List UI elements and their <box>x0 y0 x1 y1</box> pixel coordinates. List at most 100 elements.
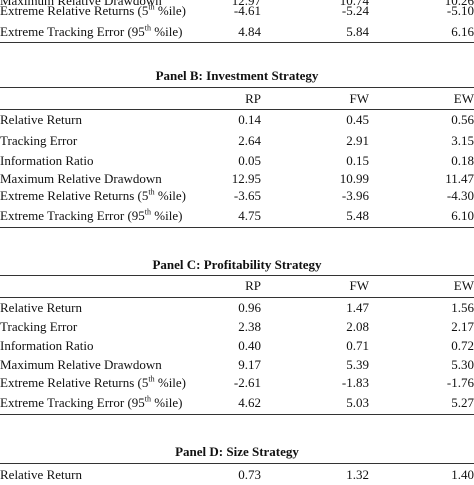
table-rule <box>0 87 474 88</box>
cell-ew: -4.30 <box>446 188 474 203</box>
panel-title: Panel C: Profitability Strategy <box>152 257 322 272</box>
cell-fw: 0.71 <box>346 338 369 353</box>
row-label: Relative Return <box>0 300 82 315</box>
table-row: Extreme Relative Returns (5th %ile) -3.6… <box>0 186 474 206</box>
row-label: Relative Return <box>0 112 82 127</box>
row-label: Tracking Error <box>0 319 78 334</box>
table-row: Extreme Tracking Error (95th %ile) 4.75 … <box>0 206 474 226</box>
cell-rp: 4.84 <box>238 24 261 39</box>
table-row: Tracking Error 2.64 2.91 3.15 <box>0 131 474 151</box>
column-header-fw: FW <box>349 278 370 293</box>
cell-fw: 10.99 <box>339 171 369 186</box>
table-rule <box>0 463 474 464</box>
cell-fw: -3.96 <box>341 188 369 203</box>
panel-title: Panel D: Size Strategy <box>175 444 299 459</box>
column-header-rp: RP <box>245 278 261 293</box>
table-row: Maximum Relative Drawdown 12.97 10.74 10… <box>0 0 474 11</box>
cell-rp: 2.64 <box>238 133 261 148</box>
column-header-ew: EW <box>453 278 474 293</box>
row-label: Tracking Error <box>0 133 78 148</box>
cell-rp: 0.96 <box>238 300 261 315</box>
cell-fw: 0.45 <box>346 112 369 127</box>
column-header-ew: EW <box>453 91 474 106</box>
column-header-rp: RP <box>245 91 261 106</box>
cell-ew: 0.72 <box>451 338 474 353</box>
cell-rp: 2.38 <box>238 319 261 334</box>
cell-ew: 1.56 <box>451 300 474 315</box>
cell-rp: -3.65 <box>233 188 261 203</box>
cell-rp: 4.75 <box>238 208 261 223</box>
cell-rp: -2.61 <box>233 375 261 390</box>
cell-ew: 5.30 <box>451 357 474 372</box>
table-row: Maximum Relative Drawdown 12.95 10.99 11… <box>0 169 474 189</box>
cell-ew: 3.15 <box>451 133 474 148</box>
table-row: Relative Return 0.14 0.45 0.56 <box>0 110 474 130</box>
row-label: Maximum Relative Drawdown <box>0 357 162 372</box>
cell-ew: 11.47 <box>445 171 474 186</box>
panel-title: Panel B: Investment Strategy <box>155 68 319 83</box>
table-rule <box>0 297 474 298</box>
cell-fw: 5.03 <box>346 395 369 410</box>
cell-rp: 4.62 <box>238 395 261 410</box>
cell-fw: 0.15 <box>346 153 369 168</box>
cell-ew: 1.40 <box>451 467 474 482</box>
row-label: Extreme Relative Returns (5th %ile) <box>0 374 187 390</box>
cell-rp: -4.61 <box>233 3 261 18</box>
table-rule <box>0 109 474 110</box>
row-label: Information Ratio <box>0 338 94 353</box>
cell-fw: 5.48 <box>346 208 369 223</box>
table-row: Maximum Relative Drawdown 9.17 5.39 5.30 <box>0 355 474 375</box>
cell-fw: 2.91 <box>346 133 369 148</box>
cell-rp: 12.95 <box>231 171 261 186</box>
table-row: Information Ratio 0.40 0.71 0.72 <box>0 336 474 356</box>
row-label: Extreme Relative Returns (5th %ile) <box>0 2 187 18</box>
cell-rp: 0.05 <box>238 153 261 168</box>
row-label: Extreme Tracking Error (95th %ile) <box>0 23 183 39</box>
cell-fw: 5.84 <box>346 24 369 39</box>
cell-ew: -1.76 <box>446 375 474 390</box>
cell-ew: 0.56 <box>451 112 474 127</box>
table-row: Relative Return 0.96 1.47 1.56 <box>0 298 474 318</box>
table-row: Tracking Error 2.38 2.08 2.17 <box>0 317 474 337</box>
cell-rp: 9.17 <box>238 357 261 372</box>
table-row: Relative Return 0.73 1.32 1.40 <box>0 465 474 485</box>
table-row: Extreme Tracking Error (95th %ile) 4.62 … <box>0 393 474 413</box>
cell-rp: 0.73 <box>238 467 261 482</box>
cell-fw: 1.32 <box>346 467 369 482</box>
cell-fw: -1.83 <box>341 375 369 390</box>
row-label: Extreme Relative Returns (5th %ile) <box>0 187 187 203</box>
cell-fw: 10.74 <box>339 0 369 8</box>
cell-fw: -5.24 <box>341 3 369 18</box>
cell-fw: 2.08 <box>346 319 369 334</box>
cell-ew: 10.26 <box>444 0 474 8</box>
row-label: Extreme Tracking Error (95th %ile) <box>0 394 183 410</box>
column-header-row: RP FW EW <box>0 276 474 296</box>
table-rule <box>0 227 474 228</box>
column-header-fw: FW <box>349 91 370 106</box>
cell-ew: 5.27 <box>451 395 474 410</box>
row-label: Information Ratio <box>0 153 94 168</box>
table-rule <box>0 275 474 276</box>
cell-rp: 0.40 <box>238 338 261 353</box>
cell-ew: 2.17 <box>451 319 474 334</box>
table-row: Information Ratio 0.05 0.15 0.18 <box>0 151 474 171</box>
cell-rp: 0.14 <box>238 112 261 127</box>
cell-rp: 12.97 <box>231 0 261 8</box>
table-row: Extreme Relative Returns (5th %ile) -2.6… <box>0 373 474 393</box>
cell-ew: 0.18 <box>451 153 474 168</box>
row-label: Extreme Tracking Error (95th %ile) <box>0 207 183 223</box>
cell-ew: 6.10 <box>451 208 474 223</box>
row-label: Relative Return <box>0 467 82 482</box>
cell-ew: 6.16 <box>451 24 474 39</box>
table-row: Extreme Relative Returns (5th %ile) -4.6… <box>0 1 474 21</box>
row-label: Maximum Relative Drawdown <box>0 171 162 186</box>
column-header-row: RP FW EW <box>0 89 474 109</box>
cell-fw: 5.39 <box>346 357 369 372</box>
table-row: Extreme Tracking Error (95th %ile) 4.84 … <box>0 22 474 42</box>
cell-fw: 1.47 <box>346 300 369 315</box>
row-label: Maximum Relative Drawdown <box>0 0 162 8</box>
cell-ew: -5.10 <box>446 3 474 18</box>
table-rule <box>0 414 474 415</box>
table-rule <box>0 42 474 43</box>
